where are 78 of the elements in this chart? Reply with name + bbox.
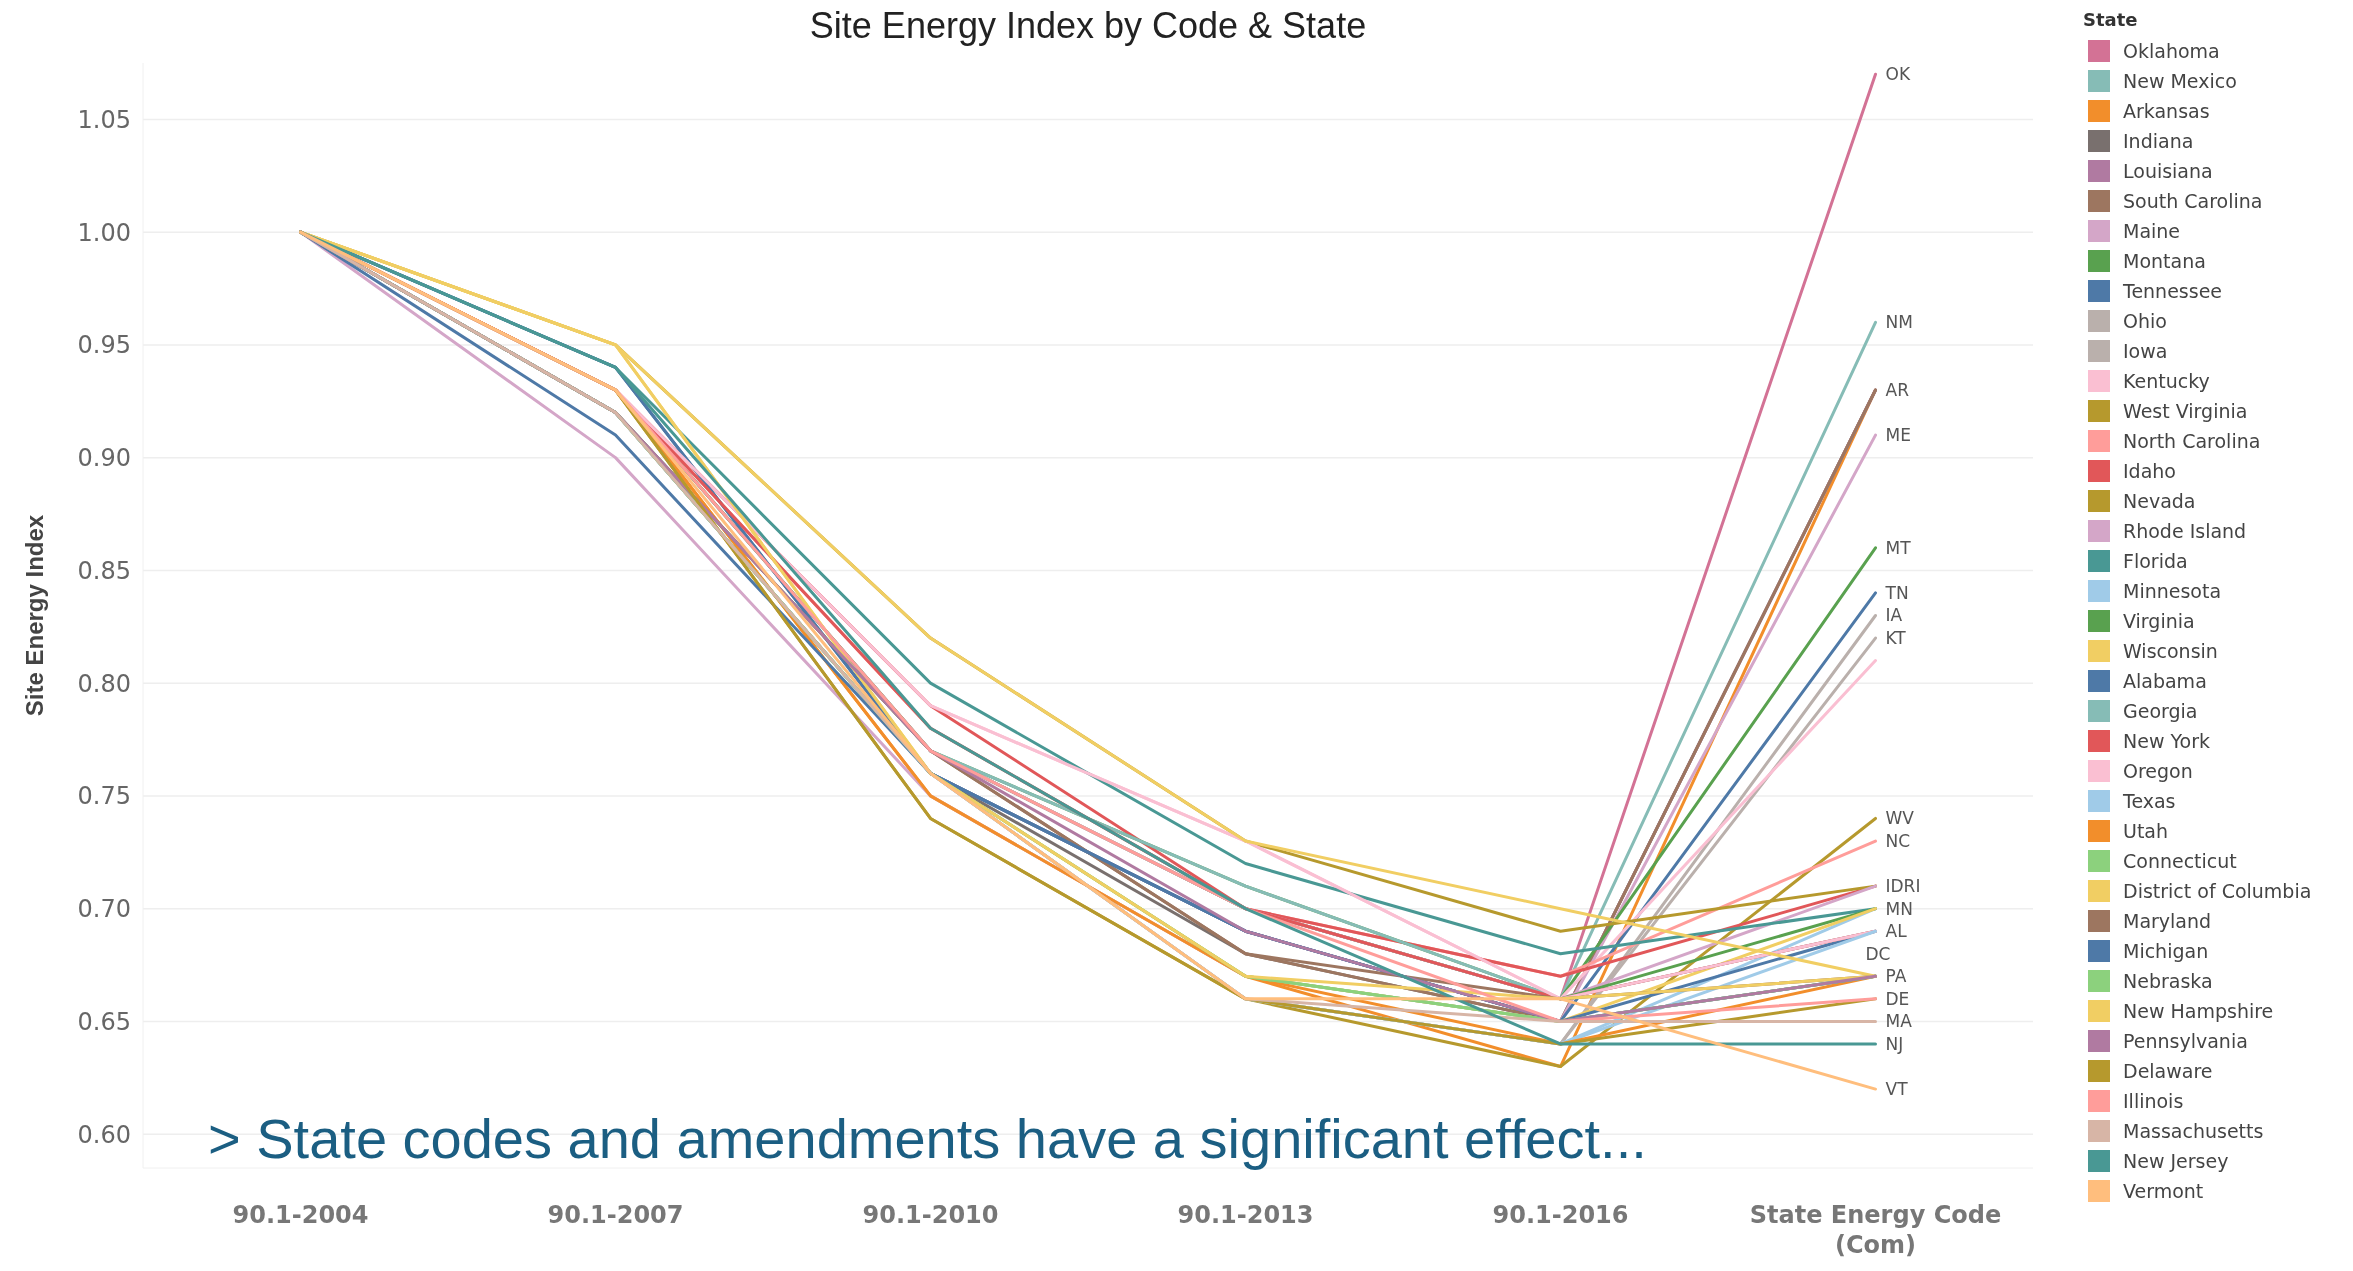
legend-label: Delaware — [2123, 1059, 2213, 1082]
legend-label: New Mexico — [2123, 69, 2237, 92]
annotation: NM — [1885, 312, 1913, 333]
legend-label: Nebraska — [2123, 969, 2213, 992]
x-tick-label: 90.1-2010 — [862, 1201, 999, 1229]
legend-label: New Hampshire — [2123, 999, 2274, 1022]
annotation: MT — [1885, 537, 1912, 558]
y-tick-label: 0.75 — [77, 782, 131, 811]
annotation: ME — [1885, 425, 1911, 446]
y-tick-label: 1.05 — [77, 105, 131, 134]
annotation: AR — [1885, 379, 1910, 400]
legend-label: Connecticut — [2123, 849, 2237, 872]
x-tick-label: 90.1-2007 — [547, 1201, 684, 1229]
y-tick-label: 0.85 — [77, 556, 131, 585]
y-tick-label: 0.60 — [77, 1120, 131, 1149]
annotation: MN — [1885, 898, 1913, 919]
legend-label: Alabama — [2123, 669, 2207, 692]
legend-label: Iowa — [2123, 339, 2168, 362]
legend-label: Michigan — [2123, 939, 2209, 962]
x-tick-label: 90.1-2004 — [232, 1201, 369, 1229]
legend-label: District of Columbia — [2123, 879, 2312, 902]
x-tick-label: State Energy Code (Com) — [1749, 1201, 2002, 1259]
legend-label: Utah — [2123, 819, 2169, 842]
annotation: NC — [1885, 830, 1911, 851]
legend-label: Montana — [2123, 249, 2206, 272]
y-tick-label: 0.90 — [77, 444, 131, 473]
legend-label: Maine — [2123, 219, 2181, 242]
legend-label: Oregon — [2123, 759, 2193, 782]
legend-label: West Virginia — [2123, 399, 2248, 422]
y-tick-label: 0.95 — [77, 331, 131, 360]
legend-label: North Carolina — [2123, 429, 2261, 452]
legend-label: Maryland — [2123, 909, 2212, 932]
legend-label: Virginia — [2123, 609, 2195, 632]
annotation: > State codes and amendments have a significant effect... — [208, 1107, 1647, 1170]
legend-label: Texas — [2122, 789, 2176, 812]
annotation: NJ — [1885, 1033, 1904, 1054]
y-tick-label: 0.70 — [77, 895, 131, 924]
x-tick-label: 90.1-2016 — [1492, 1201, 1629, 1229]
x-tick-label: 90.1-2013 — [1177, 1201, 1314, 1229]
annotation: IDRI — [1885, 876, 1921, 897]
legend-label: Louisiana — [2123, 159, 2213, 182]
annotation: TN — [1884, 582, 1909, 603]
legend-label: Kentucky — [2123, 369, 2210, 392]
legend-label: South Carolina — [2123, 189, 2263, 212]
annotation: WV — [1885, 808, 1915, 829]
legend-label: New Jersey — [2123, 1149, 2229, 1172]
annotation: PA — [1885, 966, 1907, 987]
legend-label: Massachusetts — [2123, 1119, 2264, 1142]
annotation: AL — [1885, 921, 1908, 942]
legend-label: New York — [2123, 729, 2211, 752]
y-tick-label: 0.65 — [77, 1007, 131, 1036]
legend-label: Arkansas — [2123, 99, 2210, 122]
annotation: KT — [1885, 628, 1907, 648]
annotation: OK — [1885, 64, 1911, 85]
legend-label: Rhode Island — [2123, 519, 2247, 542]
y-axis-title: Site Energy Index — [21, 514, 48, 717]
legend-label: Indiana — [2123, 129, 2194, 152]
chart-title: Site Energy Index by Code & State — [809, 5, 1367, 46]
legend-label: Illinois — [2123, 1089, 2184, 1112]
legend-label: Georgia — [2123, 699, 2198, 722]
legend-label: Nevada — [2123, 489, 2196, 512]
legend-title: State — [2083, 9, 2138, 30]
legend-label: Tennessee — [2122, 279, 2223, 302]
annotation: MA — [1885, 1011, 1913, 1032]
legend-label: Pennsylvania — [2123, 1029, 2248, 1052]
annotation: IA — [1885, 605, 1903, 626]
legend-label: Vermont — [2123, 1179, 2204, 1202]
legend-label: Idaho — [2123, 459, 2176, 482]
annotation: DC — [1865, 944, 1891, 965]
legend-label: Oklahoma — [2123, 39, 2220, 62]
legend-label: Wisconsin — [2123, 639, 2218, 662]
y-tick-label: 0.80 — [77, 669, 131, 698]
annotation: VT — [1885, 1079, 1909, 1100]
y-tick-label: 1.00 — [77, 218, 131, 247]
legend-label: Minnesota — [2123, 579, 2222, 602]
legend-label: Ohio — [2123, 309, 2167, 332]
legend-label: Florida — [2123, 549, 2188, 572]
annotation: DE — [1885, 988, 1910, 1009]
